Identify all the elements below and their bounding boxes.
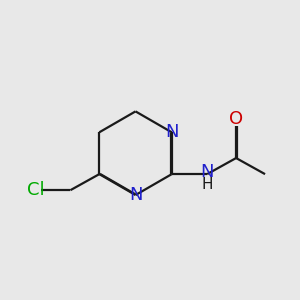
Text: N: N bbox=[200, 163, 214, 181]
Text: Cl: Cl bbox=[27, 181, 44, 199]
Text: O: O bbox=[229, 110, 243, 128]
Text: N: N bbox=[129, 186, 142, 204]
Text: H: H bbox=[201, 177, 213, 192]
Text: N: N bbox=[165, 123, 178, 141]
